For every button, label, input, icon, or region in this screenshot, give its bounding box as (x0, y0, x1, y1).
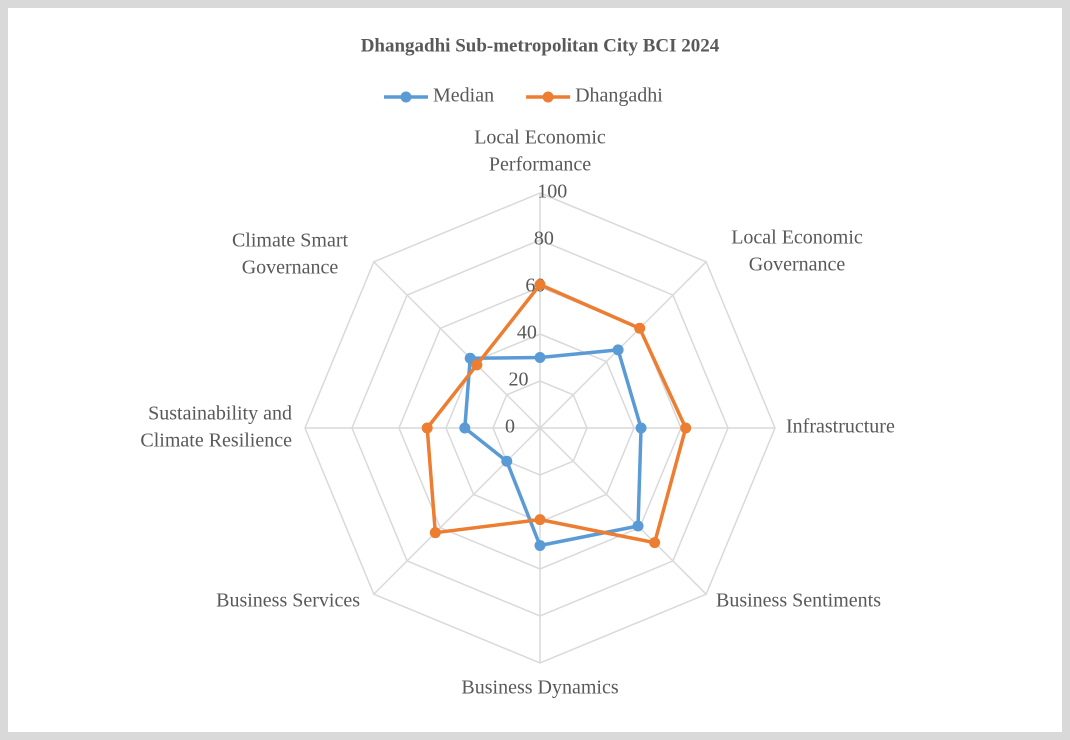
category-label: Infrastructure (786, 416, 895, 438)
data-point (612, 344, 624, 356)
axis-tick-label: 40 (517, 322, 537, 344)
spoke (373, 261, 541, 429)
data-point (459, 422, 471, 434)
legend-label: Dhangadhi (575, 85, 663, 107)
data-point (501, 455, 513, 467)
category-label: Business Sentiments (716, 590, 881, 612)
axis-tick-label: 0 (505, 416, 515, 438)
legend-label: Median (433, 85, 494, 107)
data-point (635, 422, 647, 434)
data-point (534, 514, 546, 526)
data-point (634, 322, 646, 334)
data-point (421, 422, 433, 434)
axis-tick-label: 100 (537, 181, 567, 203)
data-point (534, 279, 546, 291)
category-label: Business Services (216, 590, 360, 612)
category-label: Local Economic Performance (474, 126, 606, 175)
category-label: Business Dynamics (461, 677, 618, 699)
axis-tick-label: 20 (508, 369, 528, 391)
category-label: Local Economic Governance (731, 226, 863, 275)
data-point (534, 540, 546, 551)
data-point (429, 527, 441, 539)
data-point (632, 520, 644, 532)
data-point (680, 422, 692, 434)
category-label: Sustainability and Climate Resilience (140, 402, 292, 451)
data-point (471, 359, 483, 371)
legend-marker (542, 91, 554, 103)
chart-title: Dhangadhi Sub-metropolitan City BCI 2024 (361, 35, 720, 56)
spoke (539, 261, 707, 429)
legend-marker (400, 91, 412, 103)
data-point (464, 352, 476, 364)
axis-tick-label: 80 (534, 228, 554, 250)
chart-area (8, 8, 1062, 732)
data-point (534, 352, 546, 363)
spoke (373, 427, 541, 595)
category-label: Climate Smart Governance (232, 229, 349, 278)
spoke (539, 427, 707, 595)
data-point (649, 537, 661, 549)
